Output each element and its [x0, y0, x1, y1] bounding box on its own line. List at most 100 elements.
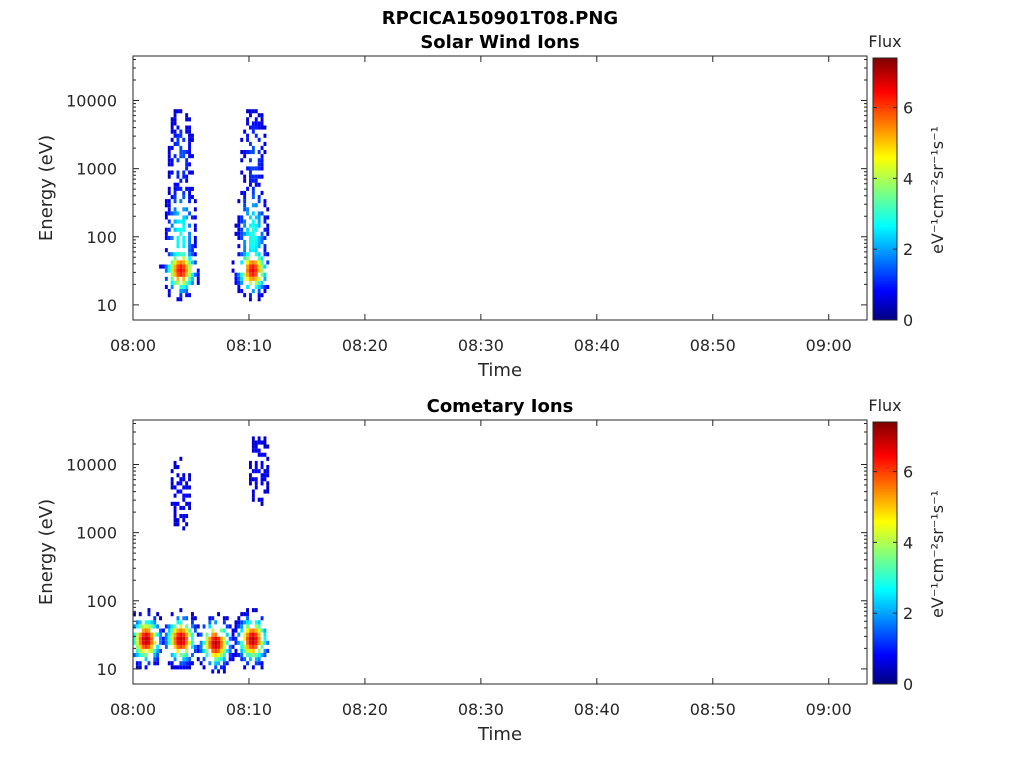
- heatmap-cell: [222, 661, 226, 666]
- heatmap-cell: [179, 186, 183, 191]
- heatmap-cell: [240, 640, 244, 645]
- heatmap-cell: [249, 272, 252, 277]
- heatmap-cell: [202, 640, 206, 645]
- heatmap-cell: [147, 628, 151, 633]
- heatmap-cell: [249, 125, 252, 130]
- heatmap-cell: [173, 514, 177, 519]
- heatmap-cell: [182, 276, 186, 281]
- heatmap-cell: [173, 182, 177, 187]
- heatmap-cell: [164, 235, 168, 240]
- heatmap-cell: [240, 137, 244, 142]
- heatmap-cell: [185, 648, 189, 653]
- heatmap-cell: [182, 170, 186, 175]
- heatmap-cell: [240, 235, 244, 240]
- heatmap-cell: [173, 505, 177, 510]
- heatmap-cell: [243, 195, 247, 200]
- heatmap-cell: [147, 661, 151, 666]
- heatmap-cell: [159, 616, 162, 621]
- heatmap-cell: [179, 665, 183, 670]
- heatmap-cell: [185, 661, 189, 666]
- heatmap-cell: [260, 117, 264, 122]
- heatmap-cell: [191, 636, 194, 641]
- heatmap-cell: [188, 190, 191, 195]
- heatmap-cell: [188, 640, 191, 645]
- heatmap-cell: [144, 640, 148, 645]
- heatmap-cell: [220, 648, 223, 653]
- heatmap-cell: [257, 260, 261, 265]
- heatmap-cell: [167, 636, 171, 641]
- heatmap-cell: [217, 636, 220, 641]
- heatmap-cell: [257, 640, 261, 645]
- heatmap-cell: [246, 109, 249, 114]
- heatmap-cell: [176, 616, 180, 621]
- heatmap-cell: [249, 174, 252, 179]
- heatmap-cell: [167, 150, 171, 155]
- heatmap-cell: [257, 199, 261, 204]
- heatmap-cell: [185, 289, 189, 294]
- colorbar: [872, 57, 898, 321]
- heatmap-cell: [234, 628, 238, 633]
- heatmap-cell: [251, 477, 255, 482]
- plot-frame: [132, 55, 868, 321]
- heatmap-cell: [173, 657, 177, 662]
- heatmap-cell: [260, 272, 264, 277]
- heatmap-cell: [220, 628, 223, 633]
- heatmap-cell: [237, 223, 241, 228]
- heatmap-cell: [257, 648, 261, 653]
- heatmap-cell: [176, 240, 180, 245]
- heatmap-cell: [257, 284, 261, 289]
- heatmap-cell: [150, 620, 154, 625]
- heatmap-cell: [260, 644, 264, 649]
- heatmap-cell: [249, 240, 252, 245]
- heatmap-cell: [231, 260, 235, 265]
- heatmap-cell: [196, 280, 200, 285]
- heatmap-cells: [133, 436, 270, 674]
- heatmap-cell: [182, 289, 186, 294]
- heatmap-cell: [188, 240, 191, 245]
- heatmap-cell: [188, 137, 191, 142]
- heatmap-cell: [188, 473, 191, 478]
- heatmap-cell: [182, 174, 186, 179]
- heatmap-cell: [217, 644, 220, 649]
- heatmap-cell: [173, 644, 177, 649]
- heatmap-cell: [266, 227, 270, 232]
- heatmap-cell: [179, 178, 183, 183]
- heatmap-cell: [251, 276, 255, 281]
- heatmap-cell: [254, 272, 258, 277]
- figure-title: RPCICA150901T08.PNG: [382, 8, 618, 29]
- heatmap-cell: [263, 477, 267, 482]
- heatmap-cell: [214, 640, 218, 645]
- heatmap-cell: [254, 125, 258, 130]
- heatmap-cell: [225, 632, 229, 637]
- heatmap-cell: [153, 632, 157, 637]
- x-tick-label: 08:00: [110, 336, 156, 355]
- heatmap-cell: [167, 174, 171, 179]
- heatmap-cell: [188, 150, 191, 155]
- heatmap-cell: [191, 186, 194, 191]
- heatmap-cell: [205, 636, 209, 641]
- heatmap-cell: [211, 628, 215, 633]
- heatmap-cell: [234, 620, 238, 625]
- heatmap-cell: [188, 260, 191, 265]
- heatmap-cell: [147, 648, 151, 653]
- heatmap-cell: [257, 256, 261, 261]
- heatmap-cell: [234, 231, 238, 236]
- heatmap-cell: [185, 501, 189, 506]
- heatmap-cell: [246, 276, 249, 281]
- heatmap-cell: [167, 264, 171, 269]
- heatmap-cell: [266, 640, 270, 645]
- heatmap-cell: [185, 158, 189, 163]
- heatmap-cell: [263, 235, 267, 240]
- heatmap-cell: [153, 624, 157, 629]
- heatmap-cell: [153, 653, 157, 658]
- heatmap-cell: [251, 448, 255, 453]
- heatmap-cell: [246, 227, 249, 232]
- heatmap-cell: [182, 227, 186, 232]
- heatmap-cell: [257, 276, 261, 281]
- heatmap-cell: [249, 248, 252, 253]
- heatmap-cell: [179, 231, 183, 236]
- heatmap-cell: [214, 657, 218, 662]
- heatmap-cell: [254, 215, 258, 220]
- heatmap-cell: [196, 268, 200, 273]
- heatmap-cell: [260, 211, 264, 216]
